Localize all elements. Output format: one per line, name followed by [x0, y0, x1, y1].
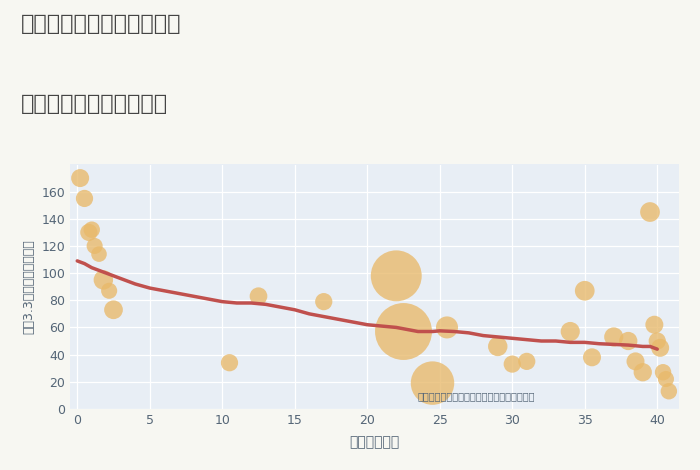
Point — [652, 337, 663, 345]
Point — [224, 359, 235, 367]
Point — [83, 228, 94, 236]
Point — [645, 208, 656, 216]
Y-axis label: 坪（3.3㎡）単価（万円）: 坪（3.3㎡）単価（万円） — [22, 239, 36, 334]
Point — [579, 287, 590, 295]
Point — [587, 353, 598, 361]
Point — [663, 387, 674, 395]
Point — [660, 375, 671, 383]
Point — [521, 358, 532, 365]
Point — [89, 242, 100, 250]
Point — [649, 321, 660, 329]
Point — [398, 328, 409, 335]
Point — [630, 358, 641, 365]
Point — [98, 276, 109, 284]
Point — [75, 174, 85, 182]
Point — [442, 324, 453, 331]
Text: 奈良県奈良市学園新田町の: 奈良県奈良市学園新田町の — [21, 14, 181, 34]
Point — [318, 298, 330, 306]
Point — [654, 344, 666, 352]
Point — [427, 379, 438, 387]
Point — [93, 251, 104, 258]
Point — [253, 292, 264, 300]
Point — [86, 226, 97, 234]
Text: 築年数別中古戸建て価格: 築年数別中古戸建て価格 — [21, 94, 168, 114]
Point — [608, 333, 620, 341]
Point — [657, 368, 668, 376]
Point — [492, 343, 503, 350]
Point — [79, 195, 90, 202]
Text: 円の大きさは、取引のあった物件面積を示す: 円の大きさは、取引のあった物件面積を示す — [418, 391, 536, 401]
X-axis label: 築年数（年）: 築年数（年） — [349, 435, 400, 449]
Point — [108, 306, 119, 313]
Point — [104, 287, 115, 295]
Point — [391, 272, 402, 280]
Point — [623, 337, 634, 345]
Point — [565, 328, 576, 335]
Point — [637, 368, 648, 376]
Point — [507, 360, 518, 368]
